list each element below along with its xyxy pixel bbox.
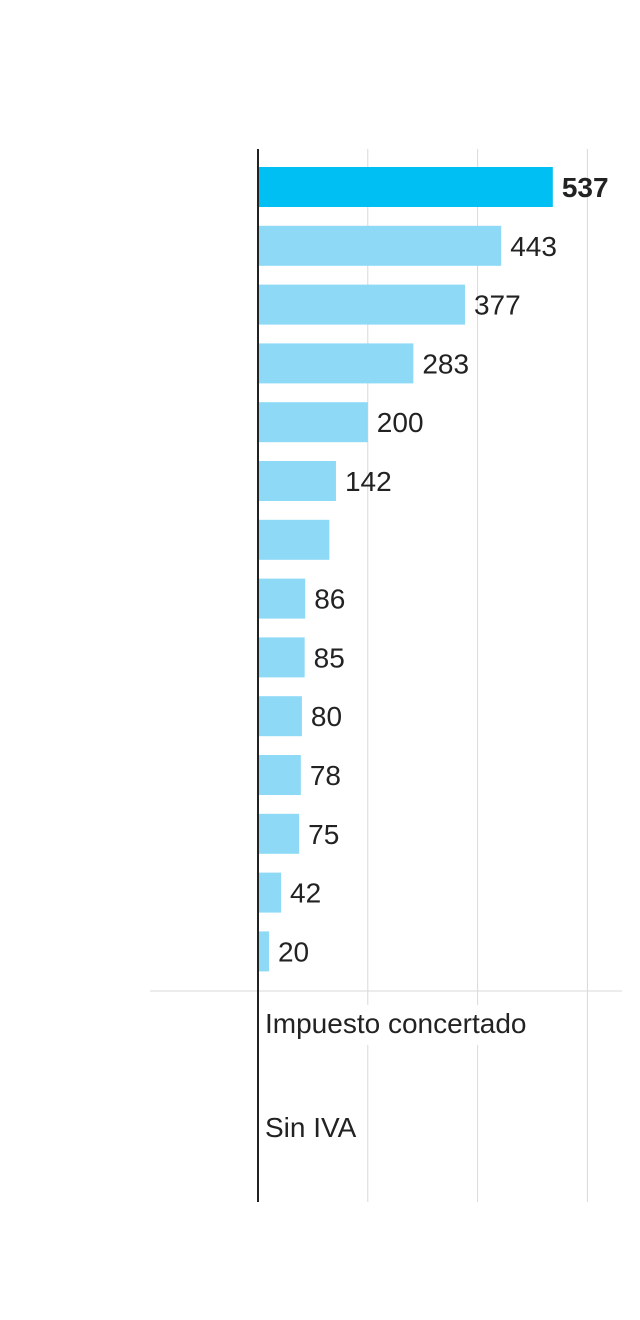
value-label-12: 42 [290, 878, 321, 909]
value-label-8: 85 [314, 642, 345, 673]
value-label-0: 537 [562, 172, 609, 203]
bar-12 [258, 872, 282, 913]
bar-6 [258, 519, 330, 560]
bar-7 [258, 578, 306, 619]
note-background-0 [262, 1005, 562, 1045]
note-background-1 [262, 1108, 366, 1148]
value-label-4: 200 [377, 407, 424, 438]
bar-5 [258, 461, 336, 501]
bars [258, 167, 553, 972]
notes-background [262, 1005, 562, 1148]
value-label-5: 142 [345, 466, 392, 497]
bar-9 [258, 696, 302, 737]
bar-2 [258, 284, 465, 325]
bar-11 [258, 813, 300, 854]
value-label-13: 20 [278, 936, 309, 967]
value-label-2: 377 [474, 290, 521, 321]
value-label-7: 86 [314, 584, 345, 615]
bar-10 [258, 755, 301, 795]
bar-13 [258, 931, 269, 972]
bar-1 [258, 225, 502, 266]
bar-4 [258, 402, 368, 443]
note-impuesto-concertado: Impuesto concertado [265, 1008, 527, 1039]
value-label-11: 75 [308, 819, 339, 850]
value-label-3: 283 [422, 348, 469, 379]
value-label-1: 443 [510, 231, 557, 262]
bar-8 [258, 637, 305, 678]
note-sin-iva: Sin IVA [265, 1112, 357, 1143]
bar-0 [258, 167, 553, 207]
value-label-10: 78 [310, 760, 341, 791]
bar-3 [258, 343, 414, 384]
value-label-9: 80 [311, 701, 342, 732]
